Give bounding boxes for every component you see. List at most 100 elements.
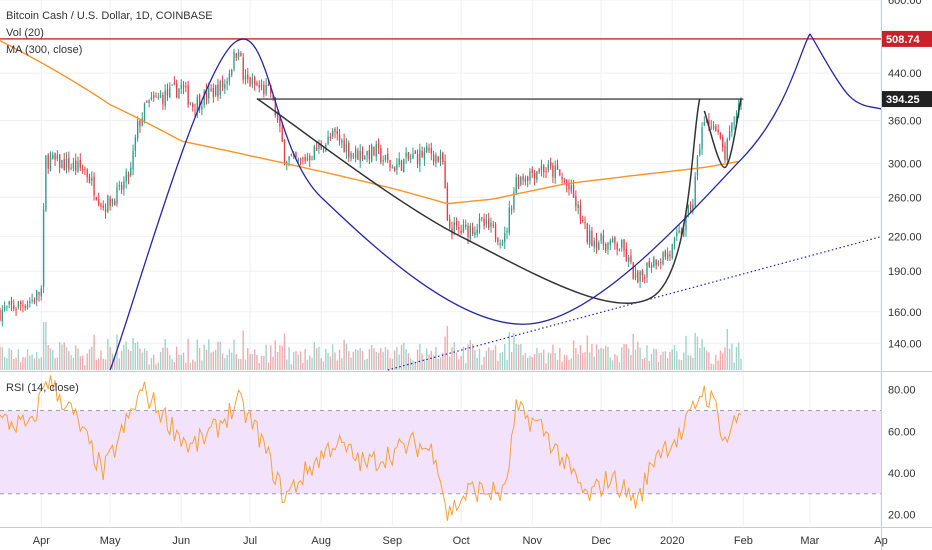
volume-bar — [536, 347, 538, 370]
volume-bar — [233, 339, 235, 370]
volume-bar — [699, 347, 701, 370]
candle-body — [611, 238, 614, 243]
candle-body — [387, 153, 389, 161]
candle-body — [40, 288, 42, 297]
volume-bar — [678, 359, 680, 370]
volume-bar — [607, 346, 609, 370]
volume-bar — [258, 363, 260, 370]
candle-body — [423, 151, 426, 160]
volume-bar — [648, 360, 650, 370]
volume-bar — [435, 346, 437, 370]
rsi-line — [0, 375, 742, 521]
volume-bar — [276, 351, 279, 370]
candle-body — [306, 157, 309, 161]
volume-bar — [173, 361, 176, 370]
volume-bar — [497, 360, 499, 370]
volume-bar — [86, 353, 88, 370]
volume-bar — [40, 357, 42, 370]
candle-body — [270, 84, 272, 94]
volume-bar — [602, 348, 605, 370]
ma-300-line — [0, 40, 739, 205]
volume-bar — [217, 341, 219, 370]
volume-bar — [575, 348, 577, 370]
candle-body — [504, 233, 506, 243]
candle-body — [226, 81, 228, 84]
candle-body — [63, 159, 65, 171]
candle-body — [311, 159, 313, 161]
candle-body — [205, 89, 208, 100]
candle-body — [136, 121, 139, 139]
candle-body — [662, 252, 664, 265]
volume-bar — [95, 359, 98, 370]
candle-body — [616, 243, 618, 250]
candle-body — [575, 195, 577, 207]
volume-bar — [102, 358, 104, 370]
candle-body — [403, 158, 405, 173]
volume-bar — [465, 363, 467, 370]
volume-bar — [327, 352, 329, 370]
candle-body — [568, 183, 570, 190]
volume-bar — [625, 344, 628, 370]
volume-bar — [290, 364, 293, 370]
candle-body — [217, 84, 219, 97]
volume-bar — [26, 349, 29, 370]
candle-body — [630, 255, 632, 263]
volume-bar — [364, 359, 366, 370]
volume-bar — [203, 344, 205, 370]
candle-body — [552, 165, 554, 177]
candle-body — [673, 237, 676, 244]
volume-bar — [196, 339, 198, 370]
candle-body — [42, 209, 45, 287]
volume-bar — [524, 353, 527, 370]
candle-body — [478, 218, 481, 229]
candle-body — [6, 305, 8, 307]
volume-bar — [359, 348, 361, 370]
price-tag-box — [882, 91, 932, 108]
candle-body — [322, 151, 325, 153]
candle-body — [65, 158, 68, 168]
volume-bar — [710, 363, 712, 370]
candle-body — [529, 171, 531, 181]
dotted-trendline — [387, 236, 882, 371]
candle-body — [309, 155, 311, 161]
candle-body — [375, 144, 377, 157]
volume-bar — [538, 353, 540, 370]
candle-body — [22, 304, 24, 306]
candle-body — [506, 230, 508, 233]
rsi-tick-label: 40.00 — [888, 468, 916, 480]
volume-bar — [630, 354, 632, 370]
candle-body — [520, 176, 522, 185]
volume-bar — [722, 353, 724, 370]
volume-bar — [568, 360, 570, 370]
candle-body — [100, 204, 102, 207]
volume-bar — [235, 354, 237, 370]
volume-bar — [107, 338, 109, 370]
volume-bar — [632, 333, 634, 370]
candle-body — [159, 95, 162, 97]
volume-bar — [153, 354, 155, 370]
volume-bar — [623, 344, 625, 370]
candle-body — [591, 230, 593, 247]
candle-body — [715, 126, 717, 132]
volume-bar — [384, 346, 387, 370]
volume-bar — [306, 359, 309, 370]
volume-bar — [221, 353, 224, 370]
candle-body — [169, 87, 171, 98]
volume-bar — [354, 348, 357, 370]
candle-body — [414, 151, 416, 154]
candle-body — [361, 151, 364, 160]
candle-body — [588, 230, 591, 245]
candle-body — [231, 69, 233, 75]
candle-body — [632, 262, 634, 280]
volume-bar — [72, 357, 75, 370]
volume-bar — [253, 349, 256, 370]
volume-bar — [97, 358, 100, 370]
volume-bar — [150, 358, 153, 370]
volume-bar — [414, 362, 416, 370]
candle-body — [162, 94, 164, 105]
trend-drawings — [0, 33, 882, 371]
rsi-legend: RSI (14, close) — [6, 382, 79, 394]
volume-bar — [270, 345, 272, 370]
candle-body — [219, 80, 221, 95]
volume-bar — [283, 333, 286, 370]
